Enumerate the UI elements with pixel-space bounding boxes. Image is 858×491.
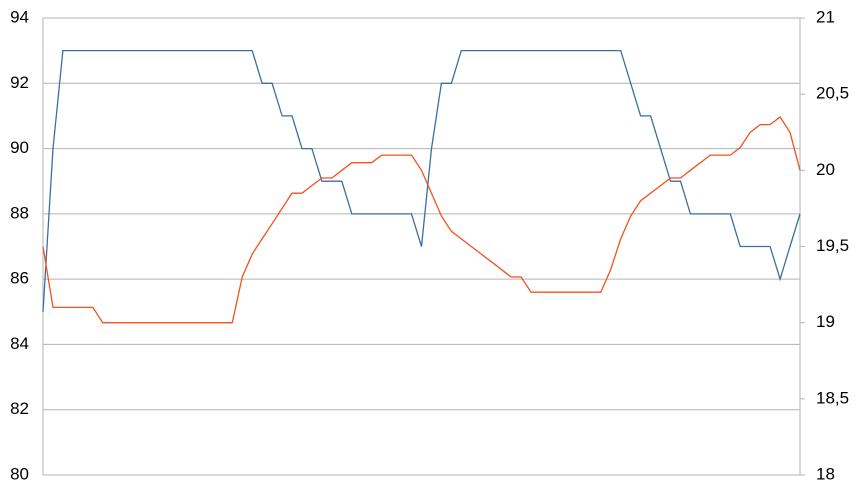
y-tick-label: 84 xyxy=(10,334,29,353)
series-line xyxy=(42,49,801,312)
series-line xyxy=(42,116,801,324)
y-tick-label: 82 xyxy=(10,399,29,418)
y-tick-label: 86 xyxy=(10,269,29,288)
y2-tick-label: 19 xyxy=(816,312,835,331)
y-tick-label: 80 xyxy=(10,464,29,483)
y2-tick-label: 18,5 xyxy=(816,388,849,407)
y2-tick-label: 20,5 xyxy=(816,84,849,103)
y-tick-label: 90 xyxy=(10,138,29,157)
y2-tick-label: 19,5 xyxy=(816,236,849,255)
y2-tick-label: 20 xyxy=(816,160,835,179)
y2-tick-label: 21 xyxy=(816,7,835,26)
y-tick-label: 88 xyxy=(10,203,29,222)
y-tick-label: 92 xyxy=(10,73,29,92)
y-tick-label: 94 xyxy=(10,7,29,26)
y2-tick-label: 18 xyxy=(816,464,835,483)
